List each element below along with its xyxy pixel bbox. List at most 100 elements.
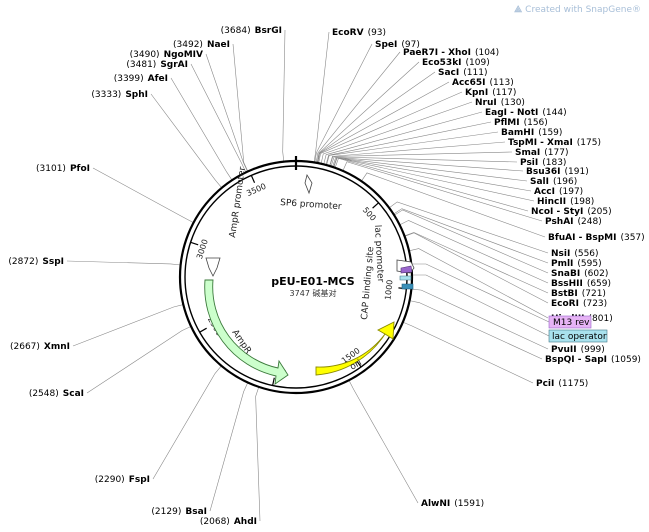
site-lead-line [388,201,549,254]
site-label: TspMI - XmaI (175) [508,138,601,148]
site-lead-line [318,91,463,164]
lac-operator-box-label: lac operator [552,332,607,342]
site-lead-line [86,326,192,394]
site-label: (2068) AhdI [200,517,257,527]
site-label: (2872) SspI [8,257,64,267]
site-label: SnaBI (602) [551,269,608,279]
site-label: BspQI - SapI (1059) [545,355,641,365]
plasmid-name: pEU-E01-MCS [271,275,354,288]
site-label: (3399) AfeI [114,74,168,84]
site-label: PaeR7I - XhoI (104) [403,48,499,58]
site-label: EcoRV (93) [332,28,386,38]
site-lead-line [320,101,473,164]
site-label: SpeI (97) [375,40,420,50]
scale-tick-label: 3000 [195,238,210,260]
lac-promoter-label: lac promoter [372,225,385,283]
site-lead-line [329,141,506,167]
site-lead-line [314,43,373,163]
site-lead-line [66,260,181,266]
right-site-labels: EcoRV (93) SpeI (97) PaeR7I - XhoI (104) Ec… [332,28,645,509]
m13-rev-box-bg [548,315,592,329]
site-label: PciI (1175) [536,379,588,389]
site-lead-line [205,53,248,172]
snapgene-logo-icon: ⟁ [514,5,523,15]
site-label: (3492) NaeI [173,40,230,50]
site-label: (3490) NgoMIV [130,50,203,60]
ampr-promoter-label: AmpR promoter [228,166,248,239]
site-label: PvuII (999) [551,345,605,355]
ori-feature [315,321,395,376]
site-label: (3684) BsrGI [221,26,282,36]
site-lead-line [404,232,549,304]
site-lead-line [317,81,450,164]
ampr-promoter-arrow [205,257,221,277]
site-lead-line [361,172,546,238]
site-lead-line [330,156,518,167]
cap-binding-site-label: CAP binding site [360,246,376,320]
site-label: NsiI (556) [551,249,599,259]
site-lead-line [342,161,543,222]
site-lead-line [315,51,401,163]
site-lead-line [404,232,549,294]
scale-tick-label: 500 [361,205,378,222]
site-lead-line [326,131,499,166]
m13-rev-box-label: M13 rev [553,318,590,328]
site-label: SacI (111) [438,68,487,78]
site-label: PflMI (156) [494,118,548,128]
site-lead-line [150,93,223,189]
site-label: BstBI (721) [551,289,606,299]
site-label: (3333) SphI [91,90,148,100]
site-lead-line [394,209,549,274]
site-lead-line [317,71,436,164]
site-label: Acc65I (113) [452,78,514,88]
lead-lines [66,29,550,522]
site-lead-line [329,151,513,167]
cap-binding-site-feature [401,283,414,290]
site-lead-line [393,208,549,264]
lac-operator-box-bg [548,329,608,343]
sp6-promoter-label: SP6 promoter [280,198,342,212]
scale-tick [250,175,256,183]
site-lead-line [408,248,549,319]
site-lead-line [152,365,222,480]
feature-lead-line [411,263,550,323]
site-label: AlwNI (1591) [421,499,484,509]
site-lead-line [332,157,524,172]
scale-tick-label: 3500 [245,182,267,198]
site-label: SmaI (177) [515,148,569,158]
site-label: AccI (197) [534,187,583,197]
site-label: EagI - NotI (144) [485,108,567,118]
site-label: PshAI (248) [545,217,602,227]
site-label: (2548) ScaI [29,389,84,399]
site-label: NruI (130) [475,98,525,108]
scale-tick [199,327,207,333]
site-label: (2129) BsaI [151,507,207,517]
site-lead-line [255,386,261,522]
site-label: HincII (198) [537,197,594,207]
site-lead-line [190,63,247,173]
watermark-text: Created with SnapGene® [525,5,641,15]
site-lead-line [399,220,549,284]
snapgene-watermark: ⟁ Created with SnapGene® [514,5,641,15]
site-lead-line [409,300,543,360]
scale-tick-label: 1000 [383,279,394,300]
lac-operator-box: lac operator [548,329,608,343]
scale-tick [190,241,199,246]
left-site-labels: (3684) BsrGI (3492) NaeI (3490) NgoMIV (348… [8,26,282,527]
site-label: (3101) PfoI [36,164,90,174]
m13-rev-feature [400,265,413,274]
site-label: PsiI (183) [520,158,566,168]
site-label: PmlI (595) [551,259,602,269]
site-lead-line [325,121,492,166]
site-label: BamHI (159) [501,128,562,138]
site-lead-line [282,29,286,162]
scale-tick [372,202,379,209]
site-lead-line [402,321,534,384]
lac-operator-feature [399,275,412,281]
scale-tick [272,377,275,386]
site-label: (3481) SgrAI [126,60,188,70]
site-label: (2290) FspI [95,475,150,485]
site-label: SalI (196) [530,177,577,187]
site-lead-line [316,61,420,163]
